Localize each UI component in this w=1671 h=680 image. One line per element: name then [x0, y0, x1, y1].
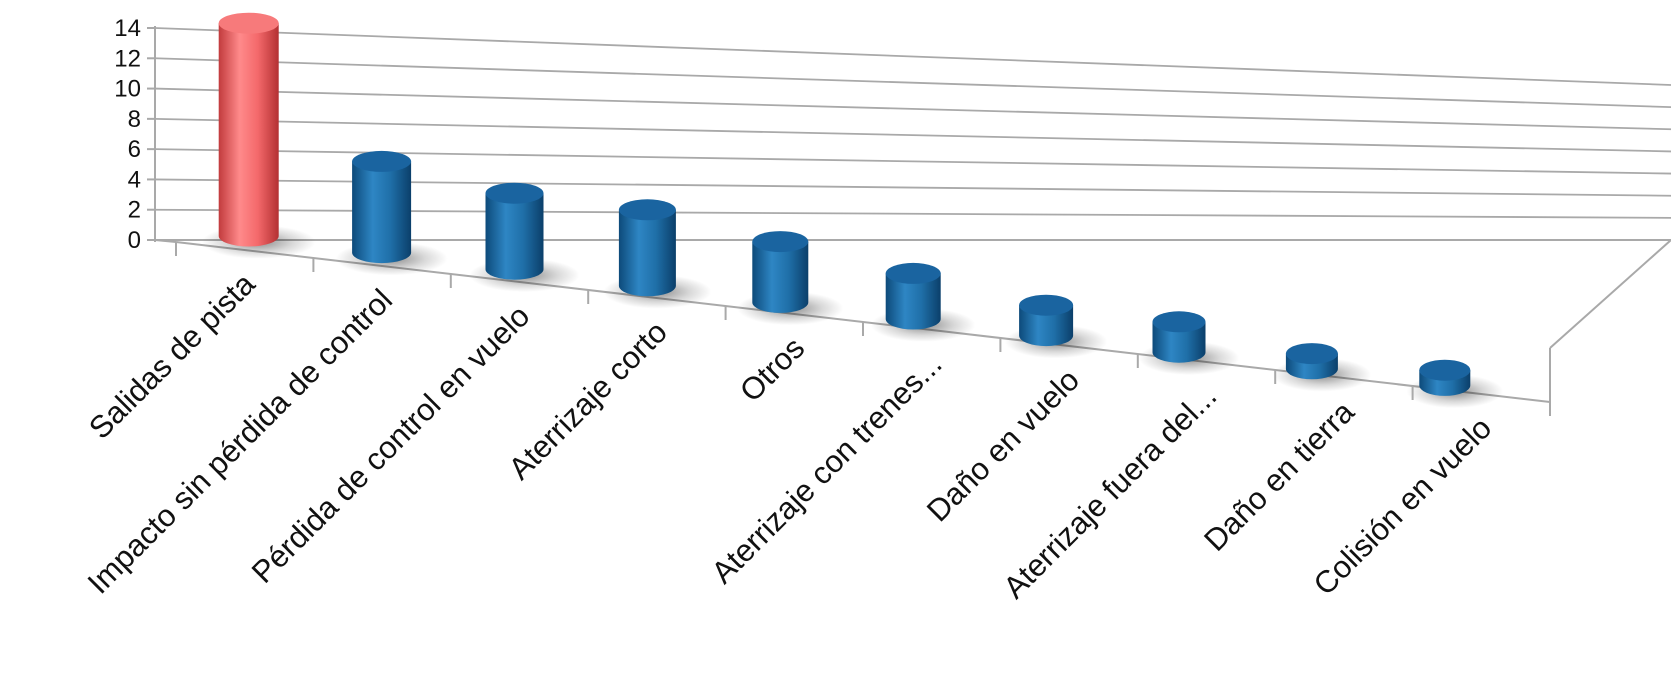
floor-back-right-edge — [1549, 239, 1671, 349]
gridline — [154, 87, 1671, 131]
bar — [1406, 359, 1504, 409]
floor-left-edge — [154, 239, 177, 243]
bar-body — [1152, 321, 1206, 363]
x-tick-label: Otros — [733, 330, 811, 408]
x-tick-label: Impacto sin pérdida de control — [81, 282, 399, 600]
gridline — [154, 117, 1671, 153]
y-axis-ticks: 0 2 4 6 8 10 12 14 — [114, 15, 155, 254]
bar-top — [1285, 343, 1338, 365]
bar-body — [485, 193, 544, 280]
y-tick-label: 10 — [114, 76, 141, 103]
bar — [603, 199, 712, 309]
bar-top — [218, 12, 279, 34]
bar-top — [352, 150, 412, 172]
y-tick-label: 14 — [114, 15, 141, 42]
bar-top — [618, 199, 676, 221]
bar — [201, 12, 316, 259]
gridline — [154, 148, 1671, 175]
bar-body — [752, 241, 809, 313]
bar — [335, 150, 448, 276]
bars — [201, 12, 1504, 409]
y-tick-label: 8 — [128, 106, 141, 133]
x-tick-label: Daño en tierra — [1197, 394, 1361, 558]
gridline — [154, 57, 1671, 109]
x-tick-label: Salidas de pista — [82, 266, 262, 446]
x-tick-label: Pérdida de control en vuelo — [245, 298, 537, 590]
bar — [469, 182, 580, 293]
bar — [1004, 294, 1108, 359]
bar — [1138, 311, 1240, 376]
bar — [737, 231, 844, 326]
bar-body — [352, 161, 412, 264]
y-tick-label: 6 — [128, 136, 141, 163]
bar-top — [485, 182, 544, 204]
y-tick-label: 0 — [128, 227, 141, 254]
bar-top — [885, 262, 941, 284]
bar-top — [1419, 359, 1471, 381]
bar-top — [1152, 311, 1206, 333]
bar-body — [618, 209, 676, 297]
bar-top — [752, 231, 809, 253]
bar-body — [1019, 305, 1074, 347]
y-tick-label: 4 — [128, 166, 141, 193]
bar-top — [1019, 294, 1074, 316]
y-tick-label: 12 — [114, 45, 141, 72]
y-tick-label: 2 — [128, 197, 141, 224]
bar — [870, 262, 976, 342]
bar-body — [218, 23, 279, 247]
x-tick-label: Aterrizaje corto — [502, 314, 674, 486]
bar-body — [885, 273, 941, 330]
x-tick-label: Daño en vuelo — [920, 362, 1086, 528]
gridline — [154, 27, 1671, 86]
bar — [1272, 343, 1372, 392]
